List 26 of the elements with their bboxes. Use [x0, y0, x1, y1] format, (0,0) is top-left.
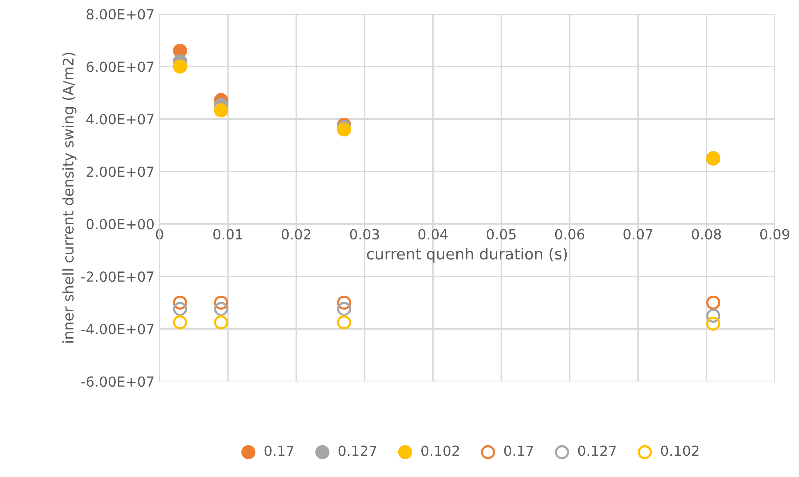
- y-axis-title: inner shell current density swing (A/m2): [62, 52, 77, 343]
- y-tick-label: 4.00E+07: [86, 114, 154, 125]
- y-tick-label: 2.00E+07: [86, 166, 154, 178]
- x-axis-title: current quenh duration (s): [367, 248, 568, 263]
- legend-label: 0.102: [422, 446, 460, 456]
- x-tick-label: 0.03: [350, 229, 380, 240]
- x-tick-label: 0.05: [487, 229, 516, 240]
- x-tick-label: 0.09: [760, 229, 790, 240]
- y-tick-label: 0.00E+00: [86, 219, 154, 230]
- legend-label: 0.127: [578, 446, 616, 456]
- y-tick-label: 8.00E+07: [86, 9, 154, 20]
- legend-label: 0.17: [504, 446, 534, 456]
- x-tick-label: 0: [156, 229, 164, 240]
- legend-label: 0.17: [264, 446, 294, 456]
- legend-label: 0.127: [338, 446, 376, 456]
- legend-label: 0.102: [661, 446, 699, 456]
- y-tick-label: -2.00E+07: [82, 272, 154, 282]
- x-tick-label: 0.07: [624, 229, 653, 240]
- x-tick-label: 0.06: [555, 229, 585, 240]
- y-tick-label: -4.00E+07: [82, 324, 154, 335]
- x-tick-label: 0.08: [692, 229, 722, 240]
- x-tick-label: 0.02: [282, 229, 311, 240]
- y-tick-label: 6.00E+07: [86, 62, 154, 72]
- x-tick-label: 0.01: [214, 229, 242, 240]
- x-tick-label: 0.04: [418, 229, 448, 240]
- y-tick-label: -6.00E+07: [82, 376, 154, 388]
